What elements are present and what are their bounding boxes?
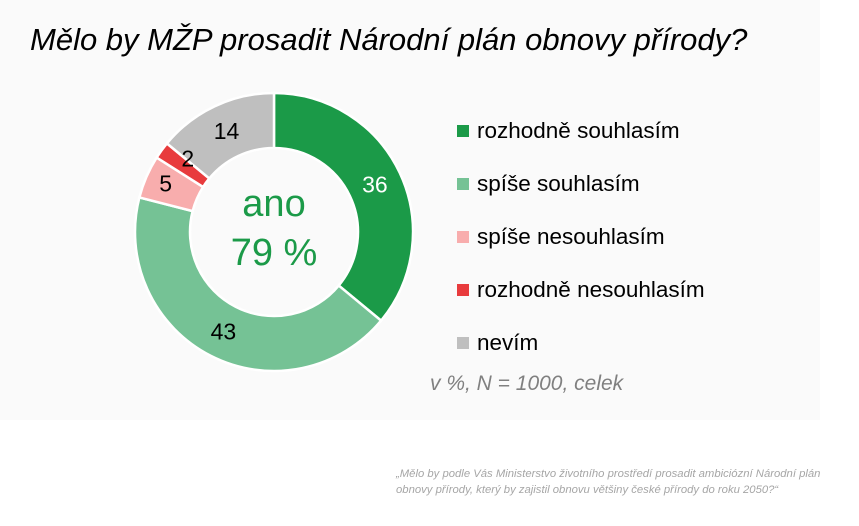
value-label-rozhodne-nesouhlasim: 2 xyxy=(181,145,194,171)
legend-item-nevim: nevím xyxy=(457,316,705,369)
value-label-spise-souhlasim: 43 xyxy=(211,318,237,344)
legend-label: spíše nesouhlasím xyxy=(477,223,665,249)
value-label-spise-nesouhlasim: 5 xyxy=(159,171,172,197)
center-label-ano: ano xyxy=(242,183,305,225)
legend-swatch xyxy=(457,336,469,349)
legend-swatch xyxy=(457,124,469,137)
legend-label: spíše souhlasím xyxy=(477,170,640,196)
value-label-rozhodne-souhlasim: 36 xyxy=(362,172,388,198)
unit-note: v %, N = 1000, celek xyxy=(430,372,624,395)
legend-item-spise-souhlasim: spíše souhlasím xyxy=(457,157,705,210)
legend-swatch xyxy=(457,283,469,296)
slice-nevim xyxy=(165,91,276,181)
legend-item-spise-nesouhlasim: spíše nesouhlasím xyxy=(457,210,705,263)
legend-swatch xyxy=(457,230,469,243)
legend-label: nevím xyxy=(477,329,539,355)
donut-slices xyxy=(133,91,415,373)
slice-rozhodne-souhlasim xyxy=(272,91,415,323)
legend-label: rozhodně nesouhlasím xyxy=(477,276,705,302)
legend-swatch xyxy=(457,177,469,190)
legend-item-rozhodne-souhlasim: rozhodně souhlasím xyxy=(457,104,705,157)
chart-legend: rozhodně souhlasím spíše souhlasím spíše n… xyxy=(457,104,705,369)
center-label-percent: 79 % xyxy=(231,232,318,274)
slice-spise-souhlasim xyxy=(133,195,383,373)
legend-label: rozhodně souhlasím xyxy=(477,117,680,143)
value-label-nevim: 14 xyxy=(214,118,240,144)
chart-title: Mělo by MŽP prosadit Národní plán obnovy… xyxy=(30,22,748,57)
slice-value-labels: 36 43 52 14 xyxy=(159,118,387,344)
legend-item-rozhodne-nesouhlasim: rozhodně nesouhlasím xyxy=(457,263,705,316)
question-text: „Mělo by podle Vás Ministerstvo životníh… xyxy=(396,468,821,496)
